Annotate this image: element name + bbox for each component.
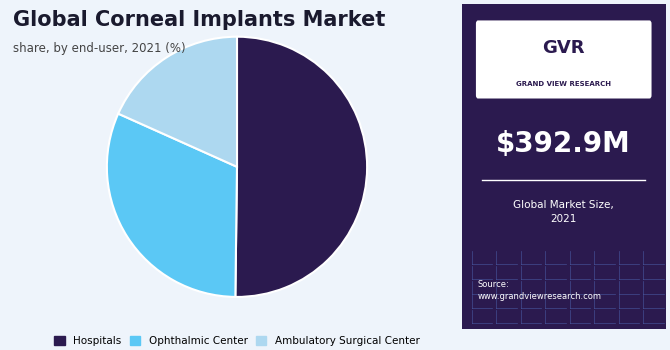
Legend: Hospitals, Ophthalmic Center, Ambulatory Surgical Center: Hospitals, Ophthalmic Center, Ambulatory… [50, 332, 423, 350]
FancyBboxPatch shape [476, 20, 651, 98]
Wedge shape [235, 37, 367, 297]
Text: Source:
www.grandviewresearch.com: Source: www.grandviewresearch.com [478, 280, 602, 301]
Text: Global Corneal Implants Market: Global Corneal Implants Market [13, 10, 386, 30]
Text: share, by end-user, 2021 (%): share, by end-user, 2021 (%) [13, 42, 186, 55]
Text: $392.9M: $392.9M [496, 130, 631, 158]
Text: GRAND VIEW RESEARCH: GRAND VIEW RESEARCH [516, 81, 611, 87]
Wedge shape [107, 114, 237, 297]
Text: GVR: GVR [543, 39, 585, 57]
Text: Global Market Size,
2021: Global Market Size, 2021 [513, 200, 614, 224]
Wedge shape [118, 37, 237, 167]
